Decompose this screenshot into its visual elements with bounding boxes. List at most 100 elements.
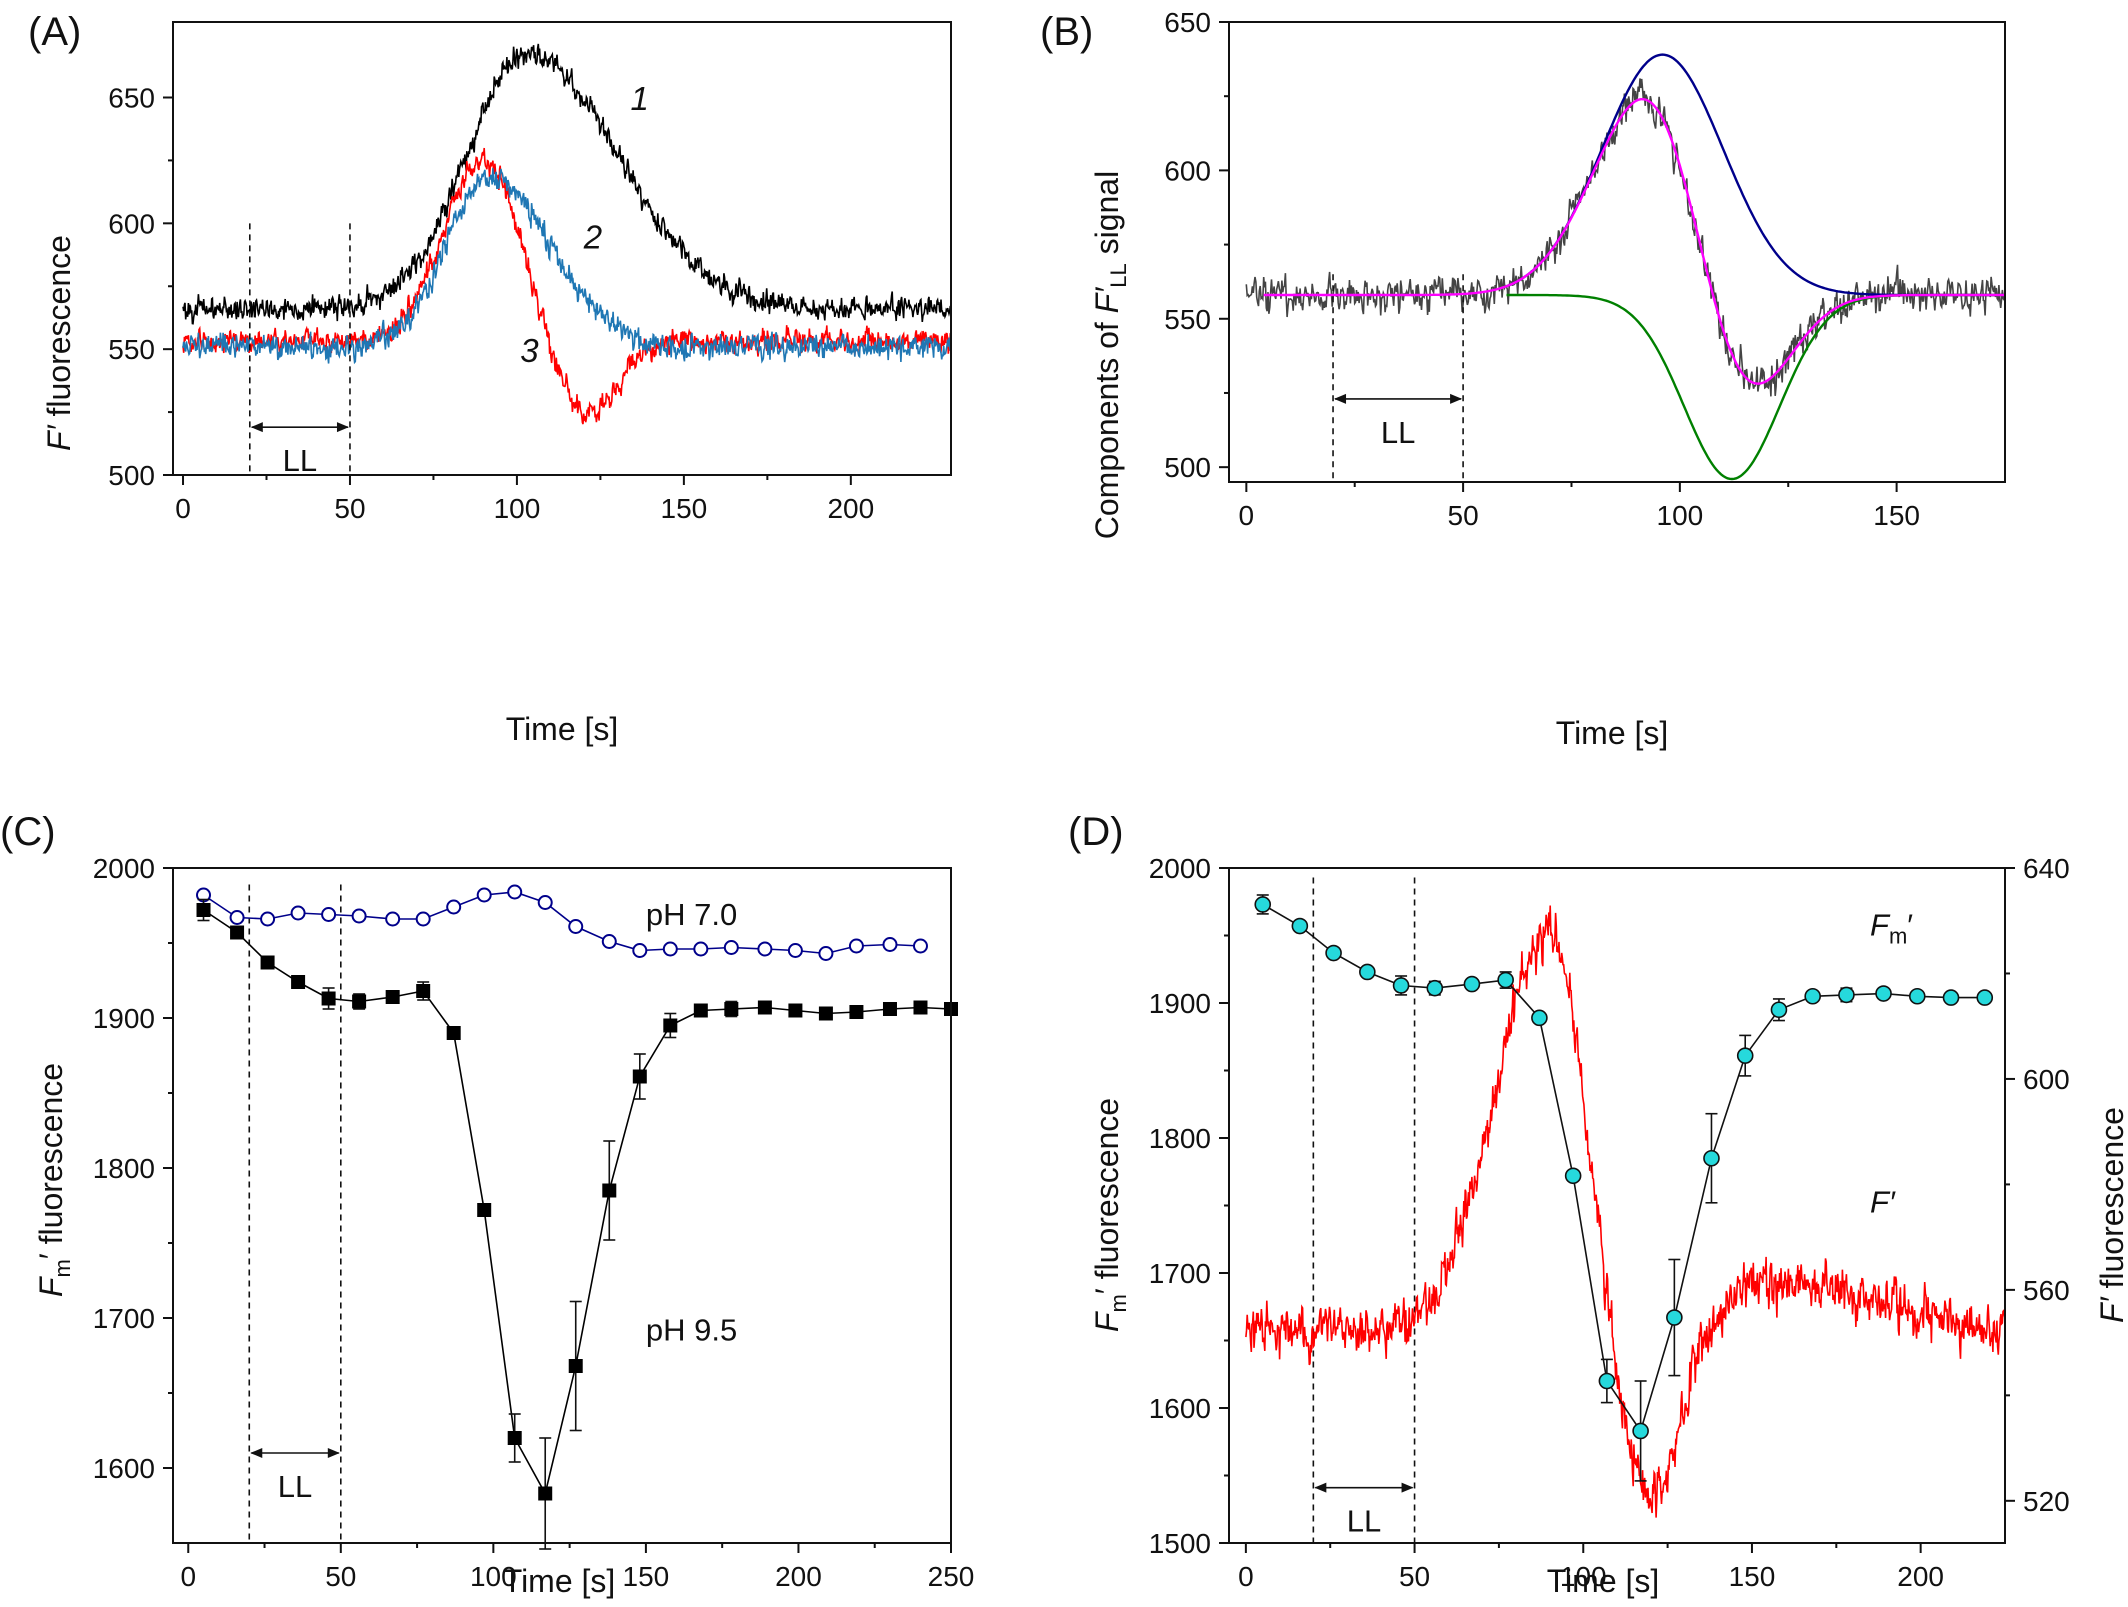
negative-component-line <box>1506 293 2005 481</box>
ph7-marker <box>632 943 648 958</box>
x-tick-label: 200 <box>827 493 874 524</box>
ph95-marker <box>568 1359 583 1373</box>
fm-marker <box>1392 977 1410 994</box>
ph95-marker <box>291 975 306 989</box>
ph95-marker <box>882 1002 897 1016</box>
x-tick-label: 100 <box>1560 1561 1607 1592</box>
ph7-marker <box>662 941 678 957</box>
y-tick-label: 1900 <box>1149 988 1211 1019</box>
ph7-marker <box>415 911 431 927</box>
ph95-marker <box>196 903 211 917</box>
panel-a-y-axis-title: F′ fluorescence <box>41 235 77 451</box>
ph95-marker <box>663 1018 678 1033</box>
y-tick-label: 550 <box>108 334 155 365</box>
x-tick-label: 100 <box>494 493 541 524</box>
x-tick-label: 150 <box>661 493 708 524</box>
fm-marker <box>1976 989 1994 1006</box>
panel-b: (B) LL 0 50 100 150 500 550 600 650 Time [s] Com… <box>1040 7 2006 751</box>
fm-series-label: Fm′ <box>1870 908 1913 949</box>
ll-label: LL <box>283 443 317 478</box>
panel-a-letter: (A) <box>28 10 81 54</box>
ph95-marker <box>693 1003 708 1018</box>
x-tick-label: 0 <box>1239 500 1255 531</box>
plot-frame <box>172 867 952 1544</box>
x-tick-label: 150 <box>1873 500 1920 531</box>
panel-b-x-axis-title: Time [s] <box>1556 715 1669 751</box>
series-line-3 <box>182 147 951 425</box>
fm-marker <box>1632 1422 1649 1440</box>
ph95-marker <box>385 990 400 1004</box>
series-line-2 <box>182 168 951 365</box>
x-tick-label: 200 <box>775 1561 822 1592</box>
x-tick-label: 0 <box>180 1561 196 1592</box>
panel-a-x-axis-title: Time [s] <box>506 711 619 747</box>
ph7-marker <box>507 884 523 900</box>
fm-marker <box>1703 1149 1720 1167</box>
ll-arrow-head-right <box>1450 393 1463 404</box>
fm-line <box>1262 903 1985 1433</box>
ll-arrow-head-left <box>250 422 263 433</box>
y-tick-label: 500 <box>1164 452 1211 483</box>
fm-marker <box>1875 985 1892 1002</box>
y-tick-label: 1600 <box>93 1453 155 1484</box>
y-tick-label: 1500 <box>1149 1528 1211 1559</box>
x-tick-label: 150 <box>623 1561 670 1592</box>
x-tick-label: 50 <box>1399 1561 1430 1592</box>
fm-marker <box>1325 944 1342 962</box>
fm-marker <box>1359 963 1376 981</box>
curve-label-1: 1 <box>630 80 648 117</box>
fm-marker <box>1908 987 1926 1005</box>
right-y-tick-label: 520 <box>2023 1486 2070 1517</box>
ph95-marker <box>602 1183 617 1198</box>
ph95-marker <box>230 925 245 940</box>
fm-marker <box>1838 986 1855 1004</box>
y-tick-label: 2000 <box>1149 853 1211 884</box>
ph7-marker <box>446 899 462 915</box>
ph7-marker <box>818 946 834 961</box>
ph7-marker <box>290 905 306 921</box>
ph95-marker <box>632 1069 647 1084</box>
y-tick-label: 600 <box>1164 155 1211 186</box>
fm-marker <box>1531 1009 1548 1027</box>
plot-frame <box>172 21 952 476</box>
ph7-marker <box>260 911 276 927</box>
series-line-1 <box>182 43 951 325</box>
ll-label: LL <box>1381 415 1415 450</box>
ph7-marker <box>912 938 928 954</box>
ph7-line <box>203 891 921 955</box>
x-tick-label: 0 <box>175 493 191 524</box>
panel-b-y-axis-title: Components of F′LL signal <box>1089 171 1131 539</box>
f-prime-trace <box>1245 905 2005 1518</box>
ph95-marker <box>446 1026 461 1040</box>
y-tick-label: 1800 <box>93 1153 155 1184</box>
ph95-marker <box>477 1203 492 1217</box>
ll-arrow-head-left <box>1334 393 1347 404</box>
ph7-marker <box>723 940 739 955</box>
x-tick-label: 0 <box>1238 1561 1254 1592</box>
panel-c-letter: (C) <box>0 810 56 854</box>
ll-arrow-head-right <box>1401 1482 1414 1493</box>
x-tick-label: 50 <box>325 1561 356 1592</box>
panel-a: (A) 1 2 3 LL 0 50 100 150 200 500 550 600 650 Time [… <box>28 10 952 747</box>
ll-arrow-head-left <box>250 1448 263 1458</box>
fm-marker <box>1598 1372 1616 1390</box>
fm-marker <box>1736 1047 1754 1064</box>
ph7-marker <box>882 937 898 952</box>
panel-a-plot-area: 1 2 3 LL 0 50 100 150 200 500 550 600 650 <box>108 21 952 524</box>
right-y-tick-label: 640 <box>2023 853 2070 884</box>
ph95-label: pH 9.5 <box>646 1313 737 1348</box>
ll-arrow-head-right <box>336 422 349 433</box>
panel-c-plot-area: LL pH 7.0 pH 9.5 0 50 100 150 200 250 1600 1700 180… <box>93 853 975 1592</box>
x-tick-label: 50 <box>334 493 365 524</box>
ph95-marker <box>260 955 275 970</box>
ph95-marker <box>507 1431 522 1445</box>
fm-marker <box>1564 1167 1582 1185</box>
fit-line <box>1263 98 2005 385</box>
ph7-marker <box>848 938 864 954</box>
fm-label-prime: ′ <box>1907 908 1913 943</box>
ph7-marker <box>351 908 367 924</box>
fm-marker <box>1666 1309 1683 1326</box>
ll-label: LL <box>278 1469 312 1504</box>
fm-marker <box>1463 975 1481 993</box>
